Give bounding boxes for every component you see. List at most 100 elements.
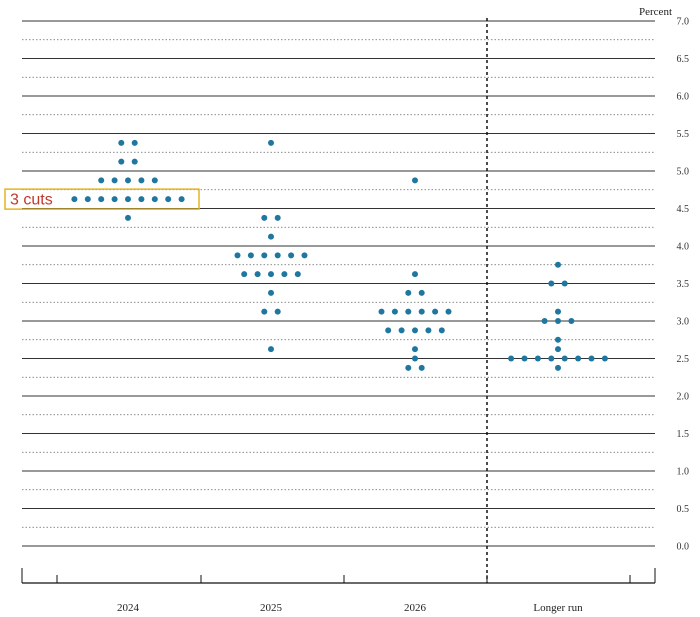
participant-dot [541,318,548,324]
y-tick-label: 5.5 [677,129,690,140]
annotation: 3 cuts [4,188,200,210]
participant-dot [385,327,392,334]
participant-dot [71,196,78,203]
participant-dot [98,196,105,203]
participant-dot [261,214,268,221]
y-tick-label: 6.5 [677,54,690,65]
participant-dot [561,355,568,362]
participant-dot [125,214,131,221]
participant-dot [268,271,274,278]
annotation-box [4,188,200,210]
participant-dot [418,364,425,371]
dots-layer [71,139,608,371]
participant-dot [508,355,515,362]
participant-dot [268,139,274,146]
y-tick-label: 4.5 [677,204,690,215]
participant-dot [125,177,131,184]
participant-dot [118,158,125,165]
x-axis [21,568,656,584]
participant-dot [84,196,91,203]
participant-dot [555,308,561,315]
participant-dot [118,139,125,146]
participant-dot [445,308,452,315]
participant-dot [111,196,118,203]
y-tick-label: 1.0 [677,467,690,478]
participant-dot [575,355,582,362]
participant-dot [412,327,418,334]
category-label: 2025 [260,602,283,614]
participant-dot [398,327,405,334]
participant-dot [521,355,528,362]
participant-dot [555,336,561,343]
participant-dot [274,308,281,315]
participant-dot [178,196,185,203]
participant-dot [438,327,445,334]
participant-dot [412,346,418,353]
y-tick-label: 0.5 [677,504,690,515]
participant-dot [418,308,425,315]
y-tick-label: 0.0 [677,542,690,553]
participant-dot [261,308,268,315]
participant-dot [165,196,172,203]
y-tick-label: 2.5 [677,354,690,365]
participant-dot [412,355,418,362]
annotation-text: 3 cuts [10,192,53,209]
participant-dot [601,355,608,362]
participant-dot [555,364,561,371]
participant-dot [418,289,425,296]
y-tick-label: 5.0 [677,167,690,178]
participant-dot [378,308,385,315]
y-tick-label: 2.0 [677,392,690,403]
category-labels: 2024 2025 2026 Longer run [117,602,583,614]
participant-dot [412,271,418,278]
category-label: Longer run [533,602,583,614]
participant-dot [555,318,561,324]
y-tick-label: 4.0 [677,242,690,253]
participant-dot [131,158,138,165]
participant-dot [568,318,575,324]
participant-dot [288,252,295,259]
y-tick-label: 3.0 [677,317,690,328]
participant-dot [138,196,145,203]
participant-dot [138,177,145,184]
participant-dot [555,261,561,268]
participant-dot [555,346,561,353]
y-tick-label: 6.0 [677,92,690,103]
participant-dot [268,346,274,353]
y-tick-labels: 0.0 0.5 1.0 1.5 2.0 2.5 3.0 3.5 4.0 4.5 5.0 5.5 6.0 6… [677,17,690,553]
participant-dot [405,308,412,315]
participant-dot [294,271,301,278]
participant-dot [247,252,254,259]
participant-dot [151,177,158,184]
participant-dot [151,196,158,203]
category-label: 2024 [117,602,140,614]
y-tick-label: 3.5 [677,279,690,290]
participant-dot [274,252,281,259]
participant-dot [391,308,398,315]
participant-dot [301,252,308,259]
grid-lines [22,20,655,547]
participant-dot [412,177,418,184]
participant-dot [548,355,555,362]
participant-dot [261,252,268,259]
participant-dot [534,355,541,362]
participant-dot [268,289,274,296]
participant-dot [241,271,248,278]
y-tick-label: 1.5 [677,429,690,440]
participant-dot [588,355,595,362]
participant-dot [405,364,412,371]
y-axis-unit-label: Percent [639,6,672,18]
participant-dot [254,271,261,278]
participant-dot [268,233,274,240]
participant-dot [548,280,555,287]
participant-dot [281,271,288,278]
y-tick-label: 7.0 [677,17,690,28]
participant-dot [432,308,439,315]
category-label: 2026 [404,602,427,614]
participant-dot [425,327,432,334]
participant-dot [561,280,568,287]
participant-dot [405,289,412,296]
participant-dot [274,214,281,221]
participant-dot [111,177,118,184]
